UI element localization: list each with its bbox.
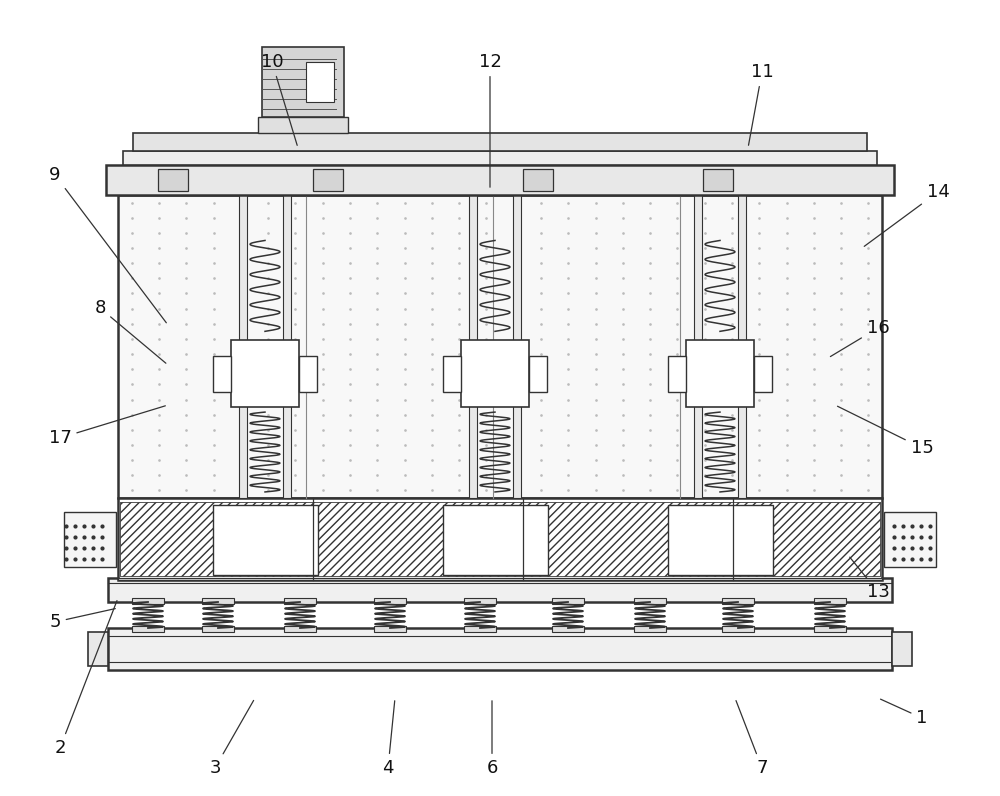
Bar xyxy=(299,356,317,392)
Bar xyxy=(374,626,406,632)
Bar xyxy=(284,598,316,604)
Bar xyxy=(106,165,894,195)
Bar xyxy=(722,598,754,604)
Bar xyxy=(118,578,882,580)
Bar xyxy=(213,505,318,575)
Bar xyxy=(668,356,686,392)
Bar xyxy=(132,626,164,632)
Text: 12: 12 xyxy=(479,53,501,187)
Bar xyxy=(814,598,846,604)
Bar xyxy=(552,598,584,604)
Bar xyxy=(258,117,348,133)
Bar xyxy=(552,626,584,632)
Text: 7: 7 xyxy=(736,700,768,777)
Bar xyxy=(108,628,892,670)
Bar xyxy=(892,632,912,666)
Bar xyxy=(668,505,773,575)
Bar xyxy=(513,195,521,498)
Bar xyxy=(814,626,846,632)
Bar xyxy=(202,598,234,604)
Bar xyxy=(133,133,867,151)
Bar xyxy=(443,505,548,575)
Bar xyxy=(469,195,477,498)
Bar xyxy=(120,502,880,576)
Bar xyxy=(262,47,344,117)
Bar xyxy=(738,195,746,498)
Text: 15: 15 xyxy=(837,406,933,457)
Bar xyxy=(443,356,461,392)
Text: 14: 14 xyxy=(864,183,949,246)
Bar xyxy=(64,512,116,567)
Bar xyxy=(123,151,877,165)
Text: 17: 17 xyxy=(49,406,165,447)
Bar xyxy=(464,598,496,604)
Bar xyxy=(120,502,880,576)
Bar xyxy=(694,195,702,498)
Text: 16: 16 xyxy=(830,319,889,357)
Text: 6: 6 xyxy=(486,700,498,777)
Text: 10: 10 xyxy=(261,53,297,146)
Bar xyxy=(754,356,772,392)
Bar xyxy=(634,598,666,604)
Bar xyxy=(884,512,936,567)
Bar xyxy=(239,195,247,498)
Text: 1: 1 xyxy=(881,699,928,727)
Bar xyxy=(461,341,529,407)
Bar xyxy=(464,626,496,632)
Bar xyxy=(313,169,343,191)
Bar xyxy=(374,598,406,604)
Bar xyxy=(634,626,666,632)
Bar xyxy=(529,356,547,392)
Bar xyxy=(703,169,733,191)
Bar xyxy=(306,62,334,102)
Bar xyxy=(283,195,291,498)
Bar xyxy=(132,598,164,604)
Text: 11: 11 xyxy=(749,63,773,146)
Bar xyxy=(118,195,882,498)
Text: 9: 9 xyxy=(49,166,166,323)
Text: 5: 5 xyxy=(49,609,115,631)
Bar xyxy=(213,356,231,392)
Bar xyxy=(722,626,754,632)
Bar xyxy=(108,578,892,602)
Bar xyxy=(231,341,299,407)
Text: 3: 3 xyxy=(209,700,254,777)
Text: 4: 4 xyxy=(382,700,395,777)
Text: 2: 2 xyxy=(54,601,117,757)
Bar xyxy=(202,626,234,632)
Bar xyxy=(284,626,316,632)
Text: 8: 8 xyxy=(94,299,166,363)
Bar xyxy=(686,341,754,407)
Text: 13: 13 xyxy=(850,557,889,601)
Bar xyxy=(88,632,108,666)
Bar xyxy=(118,498,882,580)
Bar xyxy=(523,169,553,191)
Bar xyxy=(158,169,188,191)
